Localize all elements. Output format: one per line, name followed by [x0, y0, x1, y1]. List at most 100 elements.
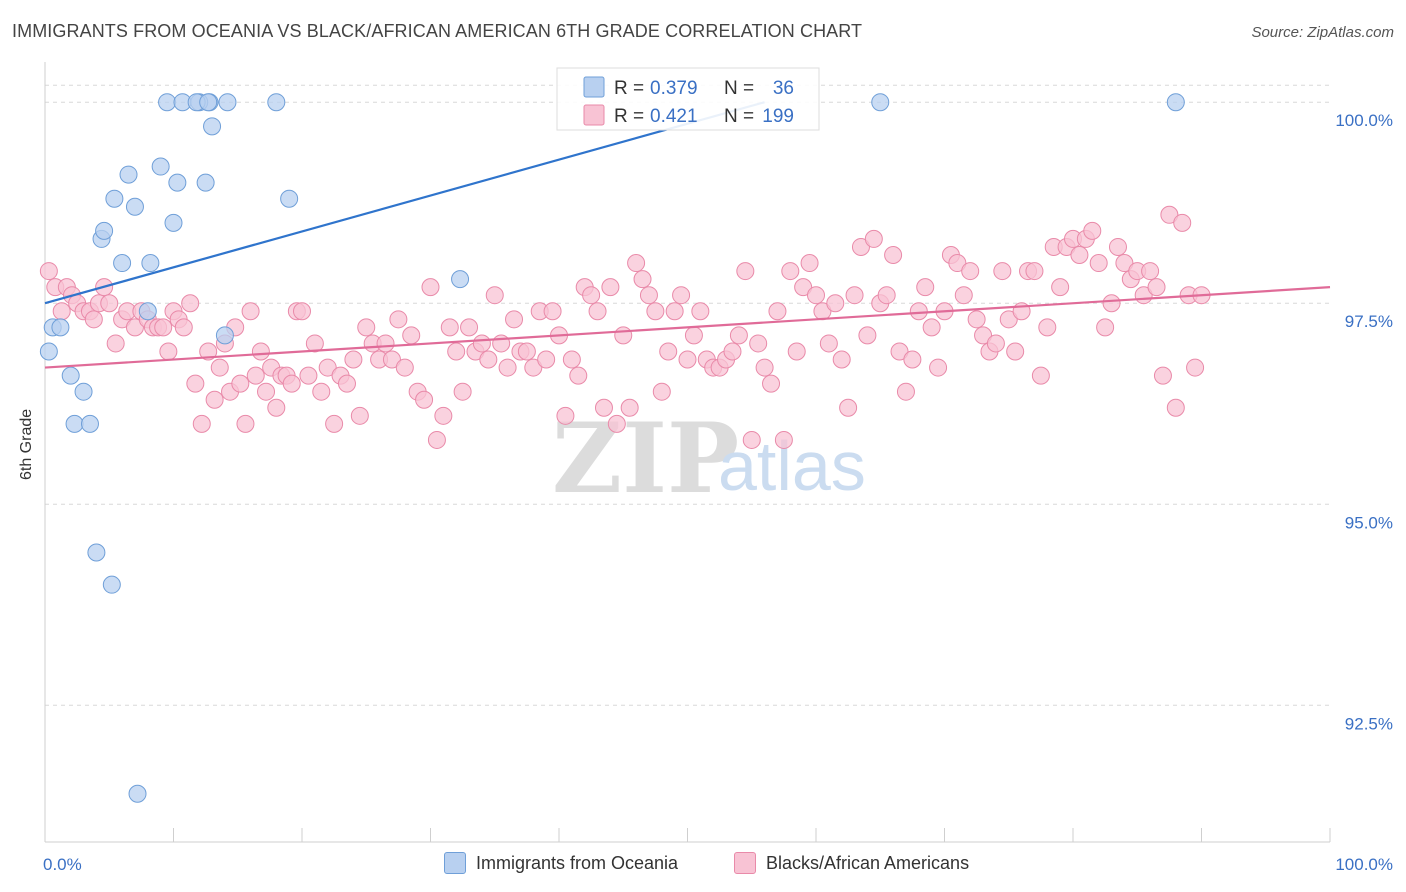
watermark-zip: ZIP: [552, 402, 739, 515]
black-african-point: [1083, 221, 1102, 240]
black-african-point: [293, 302, 311, 321]
oceania-point: [95, 221, 114, 240]
black-african-point: [665, 302, 684, 321]
black-african-point: [246, 366, 265, 385]
black-african-point: [839, 398, 858, 417]
black-african-point: [807, 286, 825, 305]
oceania-point: [61, 366, 80, 385]
black-african-point: [199, 342, 218, 361]
black-african-point: [1147, 278, 1166, 297]
black-african-point: [251, 342, 270, 361]
black-african-point: [588, 302, 607, 321]
black-african-point: [505, 310, 524, 329]
black-african-point: [344, 350, 363, 369]
oceania-point: [168, 173, 187, 192]
oceania-point: [280, 189, 299, 208]
legend-item-oceania[interactable]: Immigrants from Oceania: [444, 852, 678, 874]
black-african-point: [472, 334, 491, 353]
black-african-point: [236, 414, 255, 433]
black-african-point: [498, 358, 517, 377]
oceania-point: [113, 254, 132, 273]
black-african-point: [762, 374, 781, 393]
black-african-point: [1038, 318, 1057, 337]
black-african-point: [395, 358, 414, 377]
black-african-point: [1006, 342, 1025, 361]
black-african-point: [1115, 254, 1134, 273]
black-african-point: [52, 302, 71, 321]
black-african-point: [537, 350, 556, 369]
black-african-point: [1166, 398, 1185, 417]
black-african-point: [929, 358, 948, 377]
black-african-point: [749, 334, 768, 353]
black-african-point: [159, 342, 178, 361]
black-african-point: [601, 278, 620, 297]
oceania-point: [39, 342, 58, 361]
black-african-point: [684, 326, 703, 345]
black-african-point: [1025, 262, 1044, 281]
black-african-point: [1096, 318, 1115, 337]
black-african-point: [231, 374, 250, 393]
black-african-point: [916, 278, 935, 297]
black-african-point: [1108, 237, 1127, 256]
oceania-point: [125, 197, 144, 216]
black-african-point: [569, 366, 588, 385]
black-african-point: [241, 302, 260, 321]
black-african-point: [389, 310, 408, 329]
black-african-point: [851, 237, 870, 256]
bottom-legend: Immigrants from Oceania Blacks/African A…: [0, 852, 1406, 878]
oceania-point: [74, 382, 93, 401]
oceania-point: [141, 254, 160, 273]
black-african-point: [84, 310, 103, 329]
legend-r-label: R =: [614, 106, 644, 127]
black-african-point: [485, 286, 504, 305]
black-african-point: [479, 350, 498, 369]
legend-item-black-african[interactable]: Blacks/African Americans: [734, 852, 969, 874]
black-african-point: [614, 326, 633, 345]
black-african-point: [181, 294, 200, 313]
black-african-point: [659, 342, 678, 361]
black-african-point: [100, 294, 119, 313]
black-african-point: [460, 318, 479, 337]
black-african-point: [742, 430, 761, 449]
black-african-point: [633, 270, 652, 289]
black-african-point: [1051, 278, 1070, 297]
black-african-point: [174, 318, 193, 337]
black-african-point: [729, 326, 748, 345]
black-african-point: [678, 350, 697, 369]
black-african-point: [781, 262, 800, 281]
black-african-point: [205, 390, 224, 409]
black-african-point: [154, 318, 173, 337]
y-tick-label: 100.0%: [1335, 111, 1393, 130]
black-african-point: [282, 374, 301, 393]
oceania-point: [451, 270, 470, 289]
black-african-point: [909, 302, 928, 321]
legend-n-label: N =: [724, 106, 754, 127]
black-african-point: [1102, 294, 1121, 313]
legend-r-label: R =: [614, 78, 644, 99]
legend-n-value: 199: [762, 106, 794, 127]
black-african-point: [794, 278, 813, 297]
y-tick-label: 97.5%: [1345, 312, 1393, 331]
black-african-point: [556, 406, 575, 425]
black-african-point: [903, 350, 922, 369]
black-african-point: [691, 302, 710, 321]
oceania-point: [87, 543, 106, 562]
oceania-point: [871, 93, 890, 112]
black-african-point: [896, 382, 915, 401]
black-african-point: [768, 302, 787, 321]
black-african-point: [922, 318, 941, 337]
black-african-point: [1186, 358, 1205, 377]
black-african-point: [299, 366, 318, 385]
black-african-point: [607, 414, 626, 433]
x-tick-label-end: 100.0%: [1335, 855, 1393, 874]
black-african-point: [186, 374, 205, 393]
black-african-point: [967, 310, 986, 329]
black-african-point: [948, 254, 967, 273]
y-tick-label: 95.0%: [1345, 513, 1393, 532]
oceania-point: [151, 157, 170, 176]
black-african-point: [402, 326, 421, 345]
black-african-point: [305, 334, 324, 353]
oceania-point: [215, 326, 234, 345]
black-african-point: [582, 286, 601, 305]
